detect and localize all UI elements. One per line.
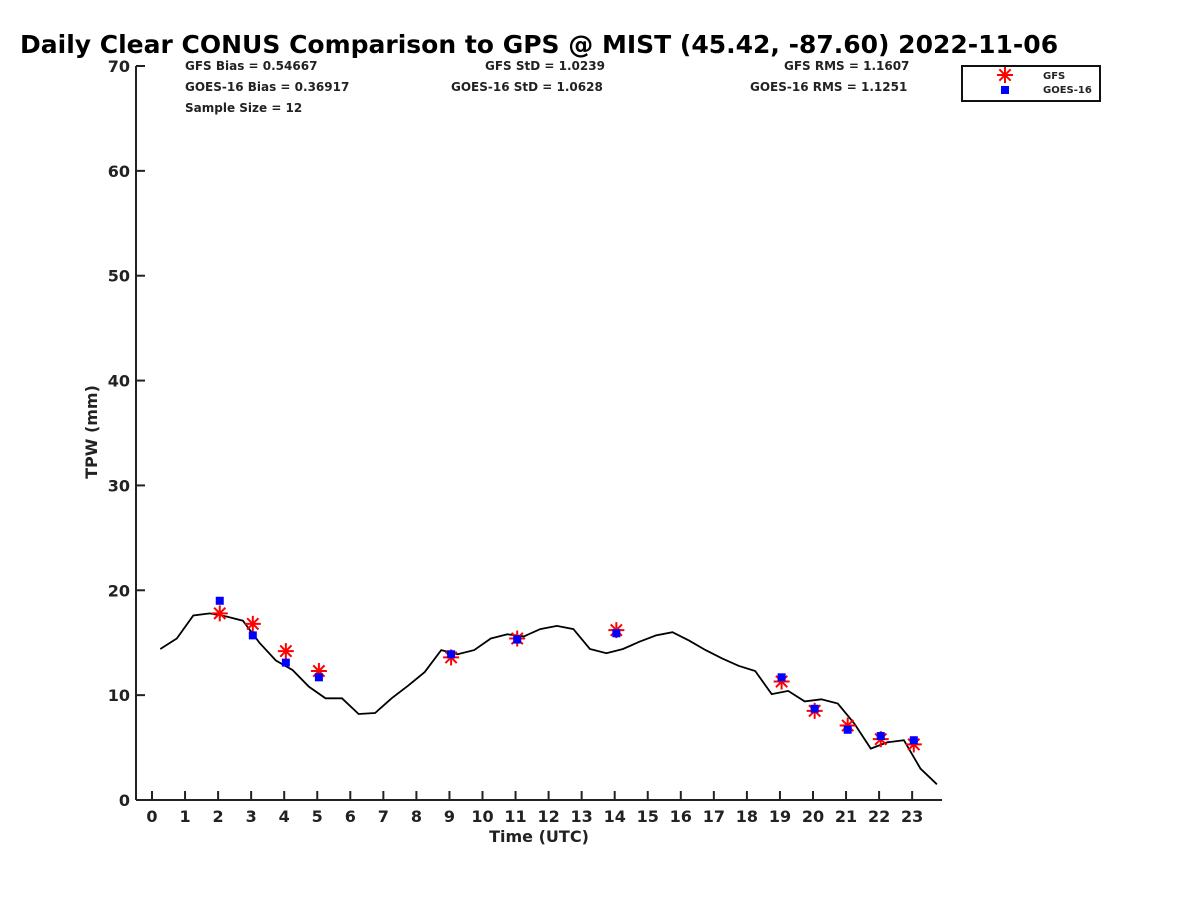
x-tick-label: 1 <box>179 807 190 826</box>
y-tick-label: 40 <box>108 372 130 391</box>
x-tick-label: 9 <box>444 807 455 826</box>
y-tick-label: 20 <box>108 581 130 600</box>
gfs-rms-stat: GFS RMS = 1.1607 <box>784 59 910 73</box>
legend-goes-square-icon <box>1001 86 1009 94</box>
goes-point <box>513 635 522 644</box>
goes-rms-stat: GOES-16 RMS = 1.1251 <box>750 80 908 94</box>
x-tick-label: 17 <box>703 807 725 826</box>
x-tick-label: 12 <box>537 807 559 826</box>
x-tick-label: 13 <box>571 807 593 826</box>
x-tick-label: 6 <box>345 807 356 826</box>
x-tick-label: 7 <box>378 807 389 826</box>
x-tick-label: 0 <box>146 807 157 826</box>
goes-point <box>248 631 257 640</box>
x-tick-label: 20 <box>802 807 824 826</box>
goes-point <box>281 658 290 667</box>
y-tick-label: 60 <box>108 162 130 181</box>
y-tick-label: 10 <box>108 686 130 705</box>
gfs-point <box>211 605 228 622</box>
x-tick-label: 14 <box>604 807 626 826</box>
legend-goes-label: GOES-16 <box>1043 85 1092 96</box>
x-tick-label: 11 <box>504 807 526 826</box>
gfs-point <box>839 717 856 734</box>
x-tick-label: 16 <box>670 807 692 826</box>
y-tick-label: 30 <box>108 476 130 495</box>
goes-point <box>447 650 456 659</box>
gps-line-group <box>159 612 938 785</box>
y-axis-label: TPW (mm) <box>82 385 101 479</box>
gfs-std-stat: GFS StD = 1.0239 <box>485 59 605 73</box>
legend-gfs-asterisk-icon <box>997 67 1013 83</box>
x-tick-label: 22 <box>868 807 890 826</box>
x-tick-label: 2 <box>213 807 224 826</box>
x-tick-label: 8 <box>411 807 422 826</box>
x-tick-label: 21 <box>835 807 857 826</box>
goes-point <box>909 736 918 745</box>
gps-tpw-line <box>159 612 938 785</box>
goes-point <box>314 673 323 682</box>
sample-size-stat: Sample Size = 12 <box>185 101 303 115</box>
goes-point <box>215 596 224 605</box>
x-tick-label: 4 <box>279 807 290 826</box>
legend-box <box>961 65 1101 102</box>
y-tick-label: 70 <box>108 57 130 76</box>
goes-point <box>843 725 852 734</box>
x-tick-label: 3 <box>246 807 257 826</box>
x-tick-label: 23 <box>901 807 923 826</box>
y-tick-label: 50 <box>108 267 130 286</box>
x-tick-label: 10 <box>471 807 493 826</box>
x-tick-label: 19 <box>769 807 791 826</box>
goes-point <box>777 673 786 682</box>
x-tick-label: 5 <box>312 807 323 826</box>
y-tick-label: 0 <box>119 791 130 810</box>
legend-gfs-label: GFS <box>1043 71 1065 82</box>
goes-std-stat: GOES-16 StD = 1.0628 <box>451 80 603 94</box>
x-axis-label: Time (UTC) <box>489 827 589 846</box>
chart-title: Daily Clear CONUS Comparison to GPS @ MI… <box>20 30 1059 59</box>
legend: GFS GOES-16 <box>961 65 1101 102</box>
chart-markers <box>211 596 922 753</box>
gfs-bias-stat: GFS Bias = 0.54667 <box>185 59 318 73</box>
x-tick-label: 18 <box>736 807 758 826</box>
gfs-point <box>244 615 261 632</box>
gfs-point <box>277 643 294 660</box>
goes-point <box>810 704 819 713</box>
goes-point <box>876 732 885 741</box>
goes-bias-stat: GOES-16 Bias = 0.36917 <box>185 80 350 94</box>
x-tick-label: 15 <box>637 807 659 826</box>
goes-point <box>612 629 621 638</box>
